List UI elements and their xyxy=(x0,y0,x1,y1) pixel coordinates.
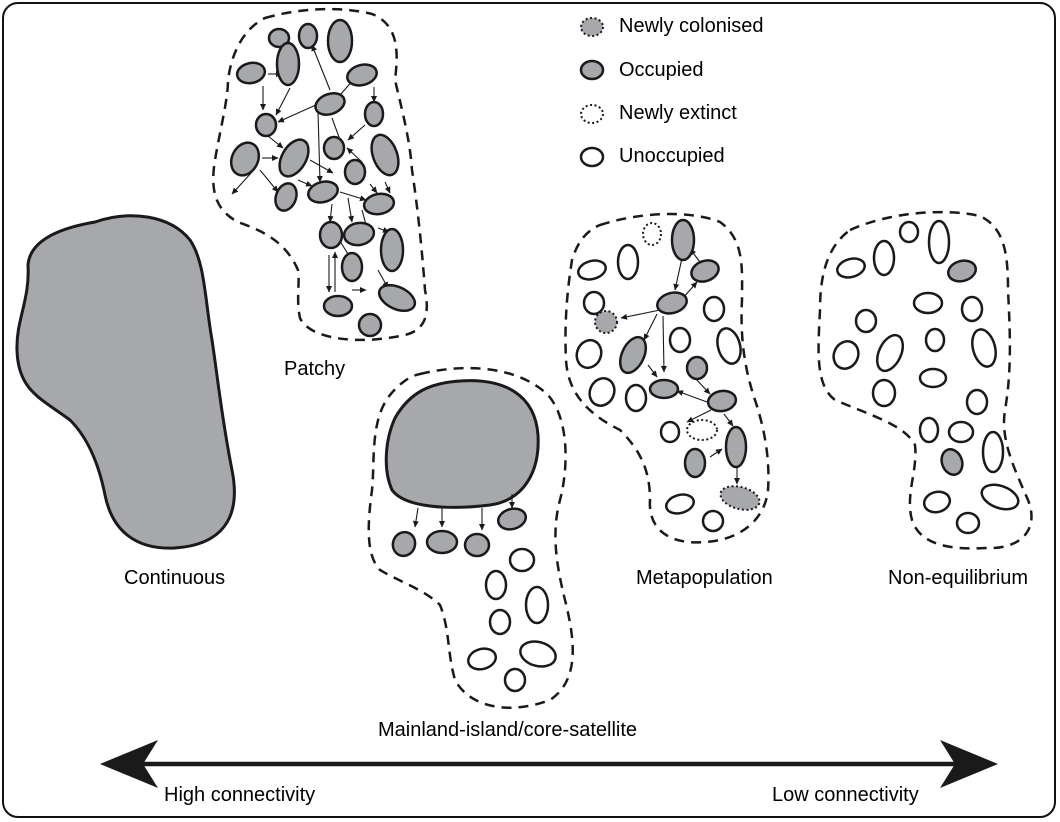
legend-newly-colonised-icon xyxy=(581,18,603,36)
connectivity-arrow xyxy=(100,740,998,788)
non-equilibrium-group xyxy=(819,212,1032,548)
legend-newly-extinct-icon xyxy=(581,105,603,123)
metapopulation-group xyxy=(565,214,768,542)
low-connectivity-label: Low connectivity xyxy=(772,785,919,805)
patchy-patches xyxy=(226,20,419,336)
patchy-label: Patchy xyxy=(284,359,345,379)
continuous-population-shape xyxy=(17,216,234,548)
legend-newly-extinct-label: Newly extinct xyxy=(619,103,737,123)
mainland-island-label: Mainland-island/core-satellite xyxy=(378,720,637,740)
metapopulation-label: Metapopulation xyxy=(636,568,773,588)
mainland-unoccupied-patches xyxy=(466,549,559,691)
legend-unoccupied-icon xyxy=(581,148,603,166)
legend-newly-colonised-label: Newly colonised xyxy=(619,16,764,36)
non-equilibrium-label: Non-equilibrium xyxy=(888,568,1028,588)
legend-occupied-label: Occupied xyxy=(619,60,704,80)
patchy-group xyxy=(213,9,427,340)
legend-unoccupied-label: Unoccupied xyxy=(619,146,725,166)
mainland-core xyxy=(386,381,538,508)
non-equilibrium-occupied-patches xyxy=(938,258,978,478)
legend-symbols xyxy=(581,18,603,166)
high-connectivity-label: High connectivity xyxy=(164,785,315,805)
legend-occupied-icon xyxy=(581,61,603,79)
non-equilibrium-unoccupied-patches xyxy=(829,221,1021,533)
mainland-occupied-patches xyxy=(390,506,529,559)
mainland-island-group xyxy=(369,368,573,708)
continuous-label: Continuous xyxy=(124,568,225,588)
